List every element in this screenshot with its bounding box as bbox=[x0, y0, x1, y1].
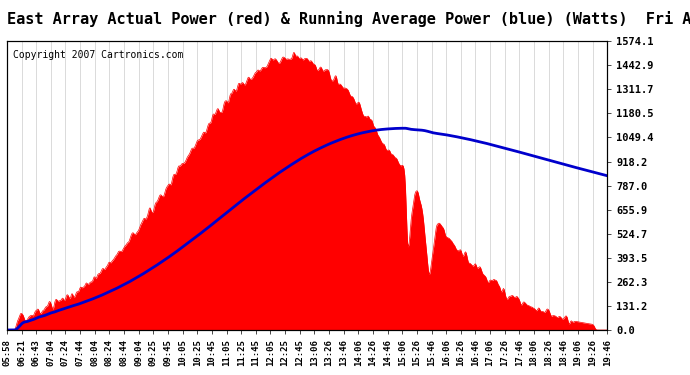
Text: East Array Actual Power (red) & Running Average Power (blue) (Watts)  Fri Aug 17: East Array Actual Power (red) & Running … bbox=[7, 11, 690, 27]
Text: Copyright 2007 Cartronics.com: Copyright 2007 Cartronics.com bbox=[13, 50, 184, 60]
